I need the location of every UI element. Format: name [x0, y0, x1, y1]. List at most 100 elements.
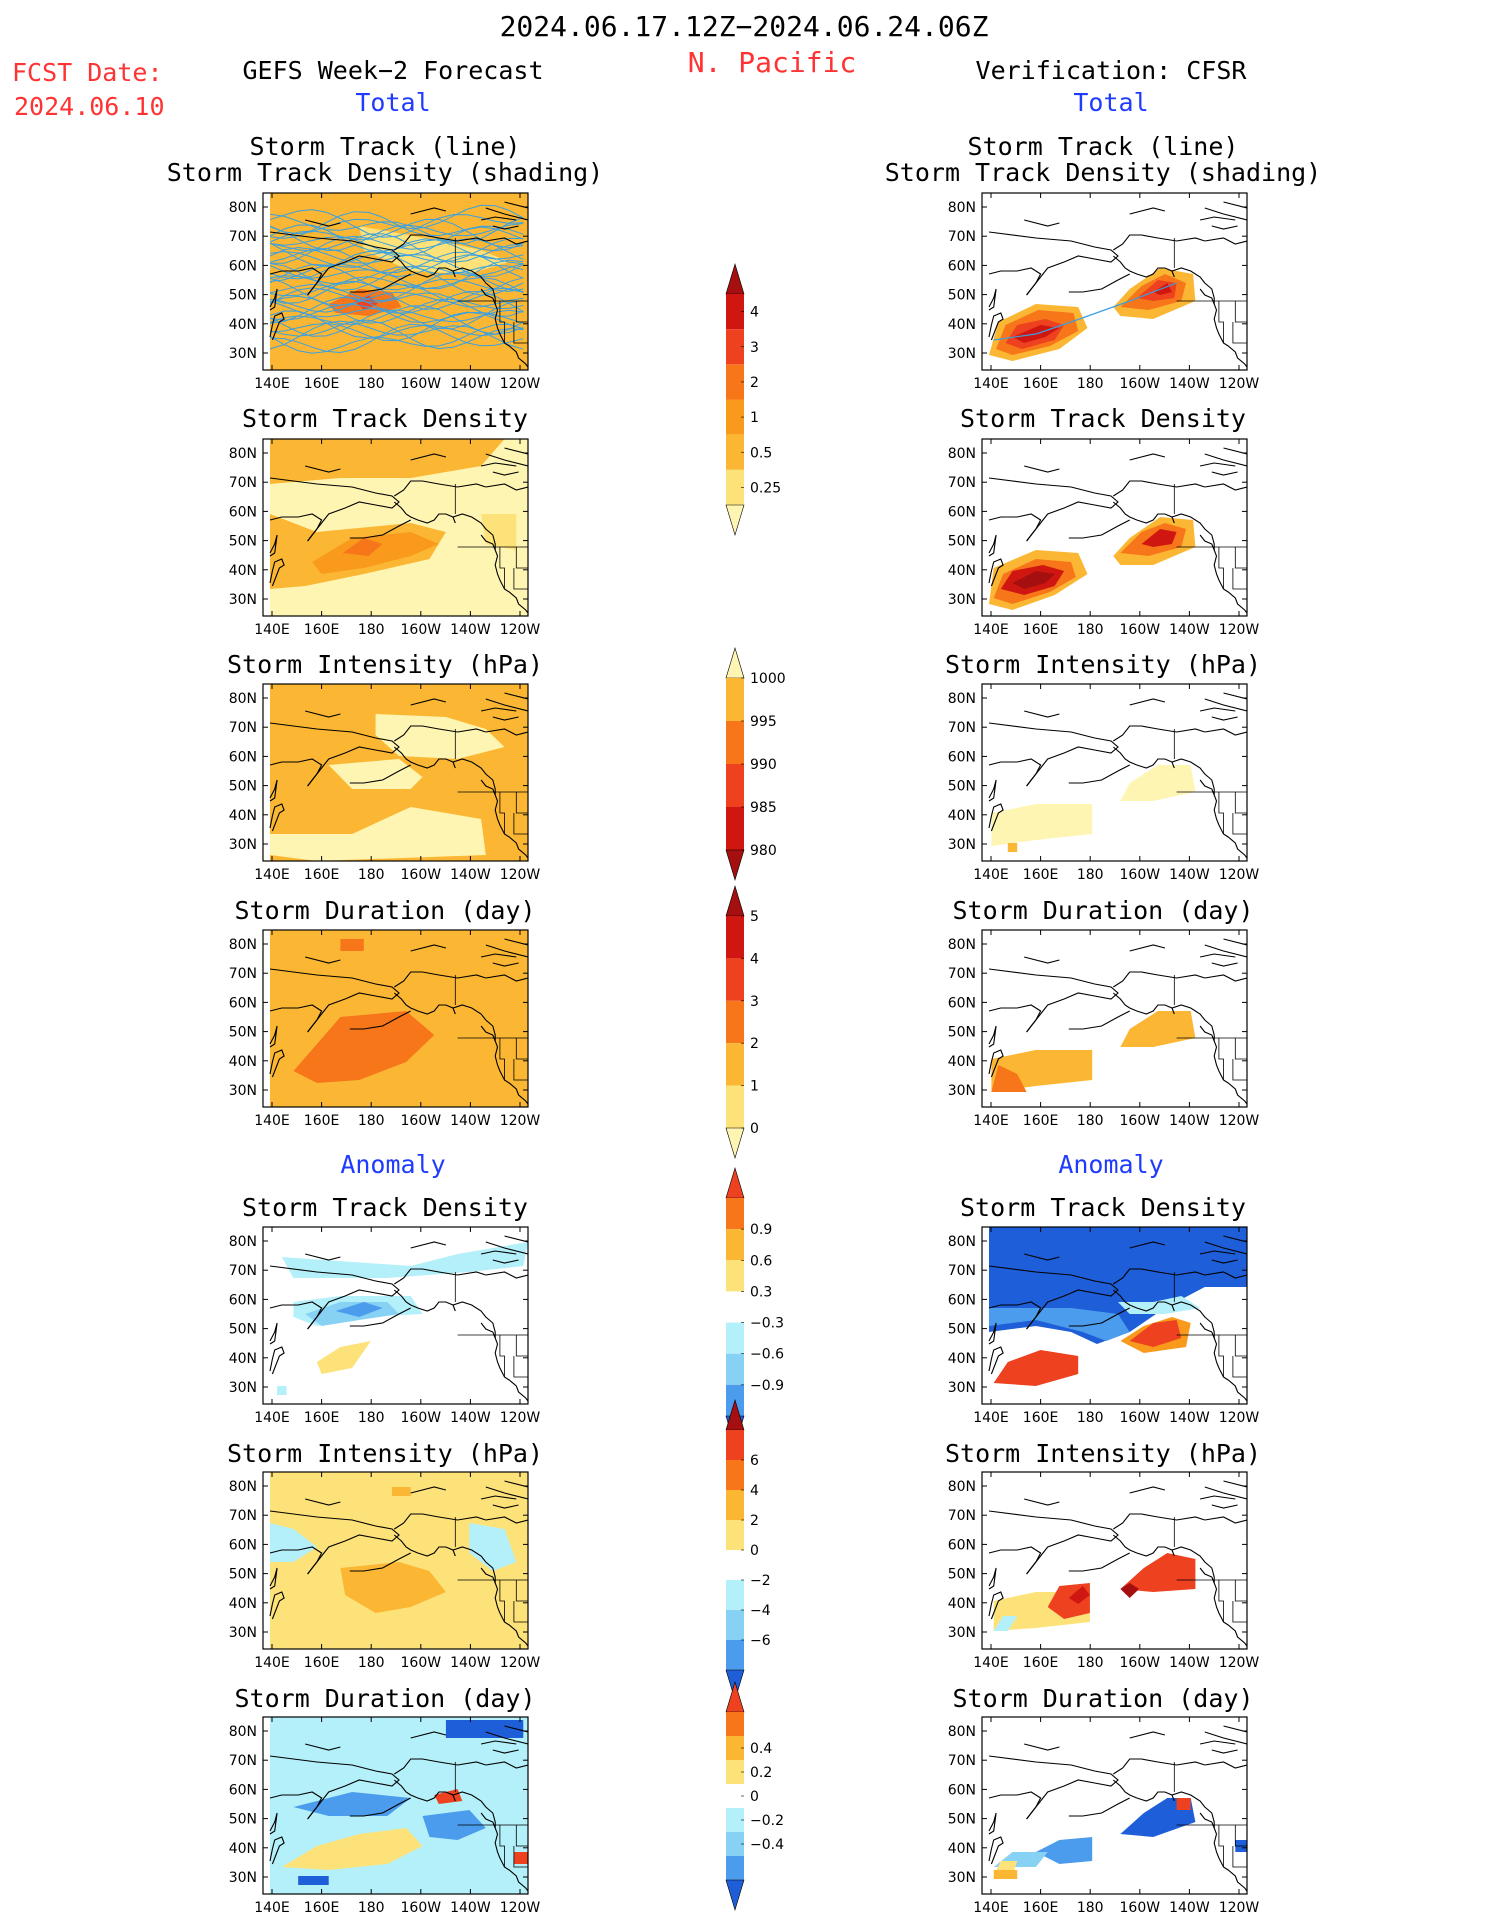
x-tick-label: 140E [973, 622, 1009, 638]
colorbar-label: 1 [750, 1079, 759, 1095]
y-tick-label: 40N [948, 1596, 976, 1612]
x-tick-label: 140W [450, 1900, 491, 1916]
panel-title-track-shading-right: Storm Track Density (shading) [884, 158, 1322, 187]
colorbar-label: −2 [750, 1573, 771, 1589]
coastline [394, 1758, 486, 1775]
y-tick-label: 70N [229, 1753, 257, 1769]
coastline [305, 710, 341, 718]
y-tick-label: 30N [948, 1380, 976, 1396]
ensemble-track-line [269, 226, 524, 257]
colorbar-density: 4 3 2 1 0.5 0.25 [725, 262, 781, 537]
colorbar-label: 2 [750, 1036, 759, 1052]
coastline [988, 1836, 1004, 1865]
border-line [1232, 568, 1247, 590]
border-line [513, 1601, 528, 1623]
panel-title-density-anom-left: Storm Track Density [242, 1193, 528, 1222]
coastline [988, 968, 1119, 1033]
colorbar-label: 4 [750, 951, 759, 967]
coastline [1204, 944, 1247, 958]
x-tick-label: 120W [500, 1900, 541, 1916]
x-tick-label: 160W [1120, 376, 1161, 392]
border-line [1232, 1846, 1247, 1868]
border-line [513, 568, 528, 590]
y-tick-label: 50N [948, 534, 976, 550]
y-tick-label: 40N [229, 1054, 257, 1070]
map-frame [981, 1471, 1248, 1650]
shading-region-5 [481, 514, 517, 550]
map-panel-6-cfsr: 140E 160E 180 160W 140W 120W 80N 70N 60N 50N 40N 30… [948, 1716, 1259, 1916]
border-line [1232, 813, 1247, 835]
coastline [1204, 1271, 1247, 1279]
coastline [305, 219, 341, 227]
x-tick-label: 120W [500, 622, 541, 638]
x-tick-label: 160E [304, 1900, 340, 1916]
y-tick-label: 70N [229, 966, 257, 982]
shading-region-5 [1129, 1320, 1182, 1347]
colorbar-label: 0.5 [750, 445, 772, 461]
y-tick-label: 80N [948, 1479, 976, 1495]
coastline [1068, 1552, 1130, 1572]
ensemble-track-line [269, 291, 524, 321]
colorbar-segment [726, 1353, 744, 1385]
y-tick-label: 60N [948, 258, 976, 274]
colorbar-cap-top [725, 884, 745, 917]
coastline [269, 558, 285, 587]
coastline [1024, 1253, 1060, 1261]
shading-region-0 [270, 1472, 528, 1649]
coastline [485, 453, 528, 467]
coastline [988, 758, 1042, 787]
coastline [269, 758, 323, 787]
coastline [988, 558, 1004, 587]
border-line [513, 322, 528, 344]
coastline [393, 1289, 528, 1402]
coastline [1129, 1486, 1166, 1494]
colorbar-segment [726, 678, 744, 721]
border-line [1234, 1825, 1247, 1847]
ensemble-track-line [269, 323, 524, 354]
coastline [1129, 944, 1166, 952]
colorbar-label: 6 [750, 1453, 759, 1469]
colorbar-segment [726, 1550, 744, 1580]
x-tick-label: 140E [254, 1113, 290, 1129]
x-tick-label: 160W [1120, 622, 1161, 638]
y-tick-label: 50N [948, 1322, 976, 1338]
colorbar-label: 0 [750, 1121, 759, 1137]
shading-region-5 [1120, 1583, 1140, 1598]
coastline [452, 1549, 456, 1557]
x-tick-label: 160W [401, 1410, 442, 1426]
shading-region-3 [340, 1562, 446, 1613]
y-tick-label: 50N [229, 779, 257, 795]
x-tick-label: 140W [450, 622, 491, 638]
x-tick-label: 120W [500, 1113, 541, 1129]
colorbar-label: 0.9 [750, 1222, 772, 1238]
coastline [492, 471, 519, 476]
map-frame [262, 1226, 529, 1405]
x-tick-label: 160W [401, 1900, 442, 1916]
border-line [499, 1580, 505, 1622]
y-tick-label: 70N [948, 1508, 976, 1524]
x-tick-label: 180 [358, 867, 385, 883]
border-line [1234, 1335, 1247, 1357]
colorbar-segment [726, 1832, 744, 1856]
x-tick-label: 180 [358, 1655, 385, 1671]
left-anomaly-label: Anomaly [340, 1150, 446, 1179]
shading-region-3 [270, 807, 486, 861]
coastline [988, 779, 997, 802]
border-line [1218, 792, 1224, 834]
coastline [269, 1812, 278, 1835]
y-tick-label: 30N [948, 1625, 976, 1641]
coastline [349, 273, 411, 293]
border-line [1232, 1601, 1247, 1623]
x-tick-label: 120W [1219, 1410, 1260, 1426]
x-tick-label: 160E [304, 622, 340, 638]
map-panel-6-gefs: 140E 160E 180 160W 140W 120W 80N 70N 60N 50N 40N 30… [229, 1716, 541, 1916]
colorbar-density_anom: 0.9 0.6 0.3 −0.3 −0.6 −0.9 [725, 1166, 784, 1448]
border-line [1234, 301, 1247, 323]
x-tick-label: 140W [450, 1655, 491, 1671]
coastline [1129, 453, 1166, 461]
shading-region-3 [993, 1350, 1079, 1386]
coastline [1068, 1010, 1130, 1030]
colorbar-segment [726, 1784, 744, 1808]
coastline [410, 698, 447, 706]
x-tick-label: 160W [1120, 867, 1161, 883]
